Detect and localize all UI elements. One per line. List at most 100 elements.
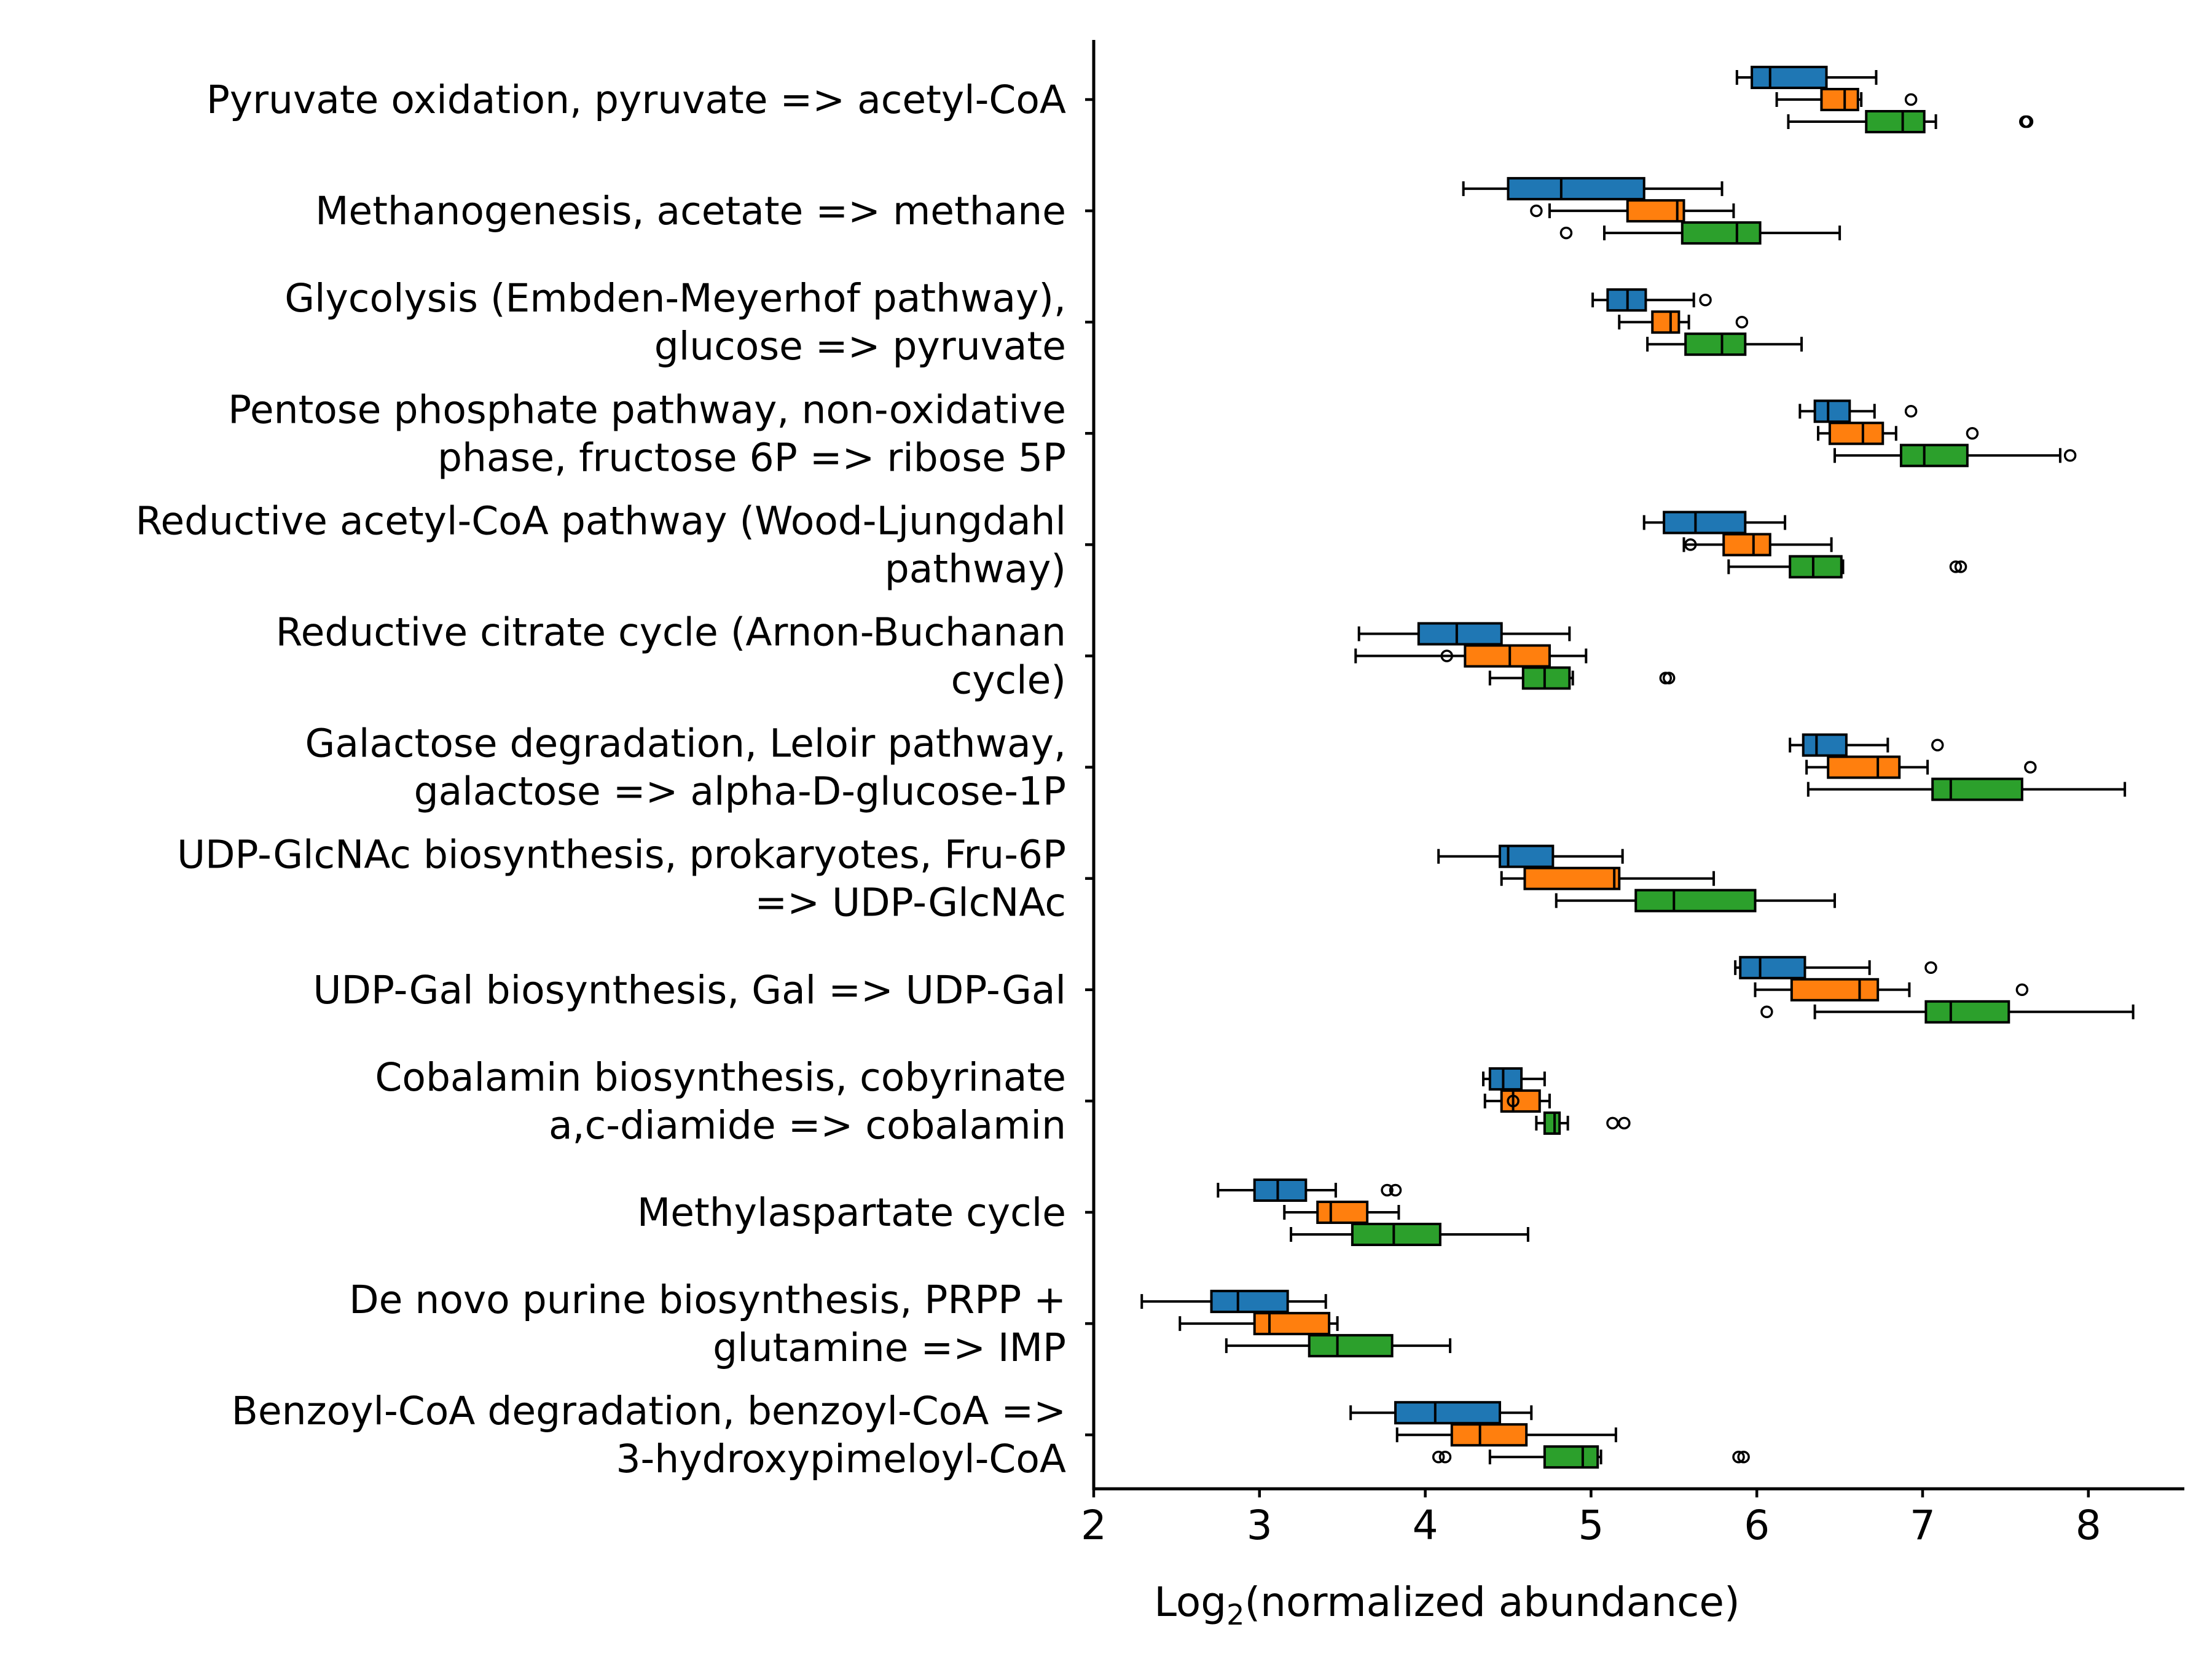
outlier-point bbox=[1381, 1183, 1394, 1197]
category-label-line: pathway) bbox=[885, 546, 1066, 591]
x-tick-label: 5 bbox=[1578, 1502, 1604, 1549]
box-series-2 bbox=[1530, 199, 1735, 223]
iqr-box bbox=[1253, 1312, 1331, 1336]
box-series-3 bbox=[1760, 1000, 2135, 1024]
box-series-1 bbox=[1349, 1401, 1533, 1425]
category-group bbox=[1349, 1401, 1750, 1469]
outlier-point bbox=[1440, 649, 1453, 662]
category-label: Pyruvate oxidation, pyruvate => acetyl-C… bbox=[206, 77, 1066, 122]
outlier-point bbox=[1662, 672, 1676, 684]
box-series-1 bbox=[1734, 955, 1937, 979]
category-group bbox=[1462, 177, 1841, 245]
category-label-line: Pentose phosphate pathway, non-oxidative bbox=[228, 387, 1066, 432]
category-label-line: Cobalamin biosynthesis, cobyrinate bbox=[375, 1055, 1066, 1100]
category-label-line: 3-hydroxypimeloyl-CoA bbox=[616, 1437, 1066, 1481]
category-group bbox=[1482, 1067, 1631, 1135]
outlier-point bbox=[1438, 1450, 1452, 1464]
box-series-2 bbox=[1805, 755, 2037, 779]
iqr-box bbox=[1828, 422, 1885, 445]
box-series-3 bbox=[1535, 1111, 1631, 1135]
box-series-2 bbox=[1179, 1312, 1339, 1336]
box-series-2 bbox=[1682, 533, 1833, 557]
box-series-1 bbox=[1735, 66, 1878, 89]
box-series-1 bbox=[1789, 733, 1944, 757]
iqr-box bbox=[1684, 332, 1747, 356]
x-tick-label: 2 bbox=[1081, 1502, 1107, 1549]
x-tick-label: 3 bbox=[1247, 1502, 1273, 1549]
outlier-point bbox=[2015, 983, 2029, 997]
boxes-layer bbox=[1140, 66, 2135, 1469]
category-label-line: phase, fructose 6P => ribose 5P bbox=[437, 435, 1066, 480]
iqr-box bbox=[1210, 1290, 1289, 1314]
outlier-point bbox=[1949, 560, 1963, 573]
category-group bbox=[1217, 1179, 1529, 1246]
x-tick-label: 8 bbox=[2076, 1502, 2101, 1549]
box-series-2 bbox=[1354, 644, 1588, 668]
category-label-line: De novo purine biosynthesis, PRPP + bbox=[349, 1277, 1066, 1322]
category-label-line: galactose => alpha-D-glucose-1P bbox=[414, 769, 1066, 814]
category-label: UDP-Gal biosynthesis, Gal => UDP-Gal bbox=[313, 968, 1066, 1013]
category-group bbox=[1642, 511, 1967, 579]
box-series-3 bbox=[1432, 1445, 1750, 1469]
box-series-1 bbox=[1642, 511, 1787, 535]
iqr-box bbox=[1751, 66, 1828, 89]
category-group bbox=[1734, 955, 2135, 1024]
box-series-2 bbox=[1817, 422, 1979, 445]
category-group bbox=[1354, 622, 1676, 690]
category-label-line: UDP-GlcNAc biosynthesis, prokaryotes, Fr… bbox=[177, 833, 1066, 877]
category-label-line: Benzoyl-CoA degradation, benzoyl-CoA => bbox=[232, 1389, 1066, 1433]
iqr-box bbox=[1521, 666, 1571, 690]
outlier-point bbox=[1735, 315, 1749, 329]
x-tick-label: 4 bbox=[1413, 1502, 1438, 1549]
iqr-box bbox=[1417, 622, 1503, 646]
category-label-line: glutamine => IMP bbox=[713, 1325, 1066, 1370]
box-series-3 bbox=[1290, 1223, 1529, 1246]
iqr-box bbox=[1523, 866, 1621, 890]
iqr-box bbox=[1626, 199, 1685, 223]
category-label-line: Glycolysis (Embden-Meyerhof pathway), bbox=[284, 276, 1066, 321]
box-series-1 bbox=[1462, 177, 1724, 201]
outlier-point bbox=[1684, 538, 1697, 551]
iqr-box bbox=[1739, 955, 1806, 979]
box-series-3 bbox=[1727, 555, 1967, 579]
outlier-point bbox=[2020, 115, 2034, 128]
outlier-point bbox=[2024, 761, 2037, 774]
axes-layer: 2 3 4 5 6 7 8 bbox=[1081, 40, 2184, 1549]
category-group bbox=[1789, 733, 2127, 801]
category-label-line: Pyruvate oxidation, pyruvate => acetyl-C… bbox=[206, 77, 1066, 122]
category-label-line: Reductive citrate cycle (Arnon-Buchanan bbox=[276, 610, 1066, 655]
outlier-point bbox=[1732, 1450, 1745, 1464]
outlier-point bbox=[1530, 204, 1543, 218]
category-label: Methanogenesis, acetate => methane bbox=[315, 189, 1066, 233]
outlier-point bbox=[1760, 1005, 1773, 1019]
category-label: Cobalamin biosynthesis, cobyrinate a,c-di… bbox=[375, 1055, 1066, 1148]
box-series-3 bbox=[1559, 221, 1841, 245]
category-label-line: => UDP-GlcNAc bbox=[755, 880, 1066, 925]
category-group bbox=[1735, 66, 2034, 133]
iqr-box bbox=[1931, 777, 2023, 801]
outlier-point bbox=[2063, 449, 2077, 462]
category-label: Reductive citrate cycle (Arnon-Buchanan c… bbox=[276, 610, 1066, 703]
box-series-1 bbox=[1357, 622, 1571, 646]
category-label-line: Reductive acetyl-CoA pathway (Wood-Ljung… bbox=[135, 498, 1066, 543]
box-series-1 bbox=[1798, 399, 1918, 423]
iqr-box bbox=[1663, 511, 1747, 535]
category-label-line: Galactose degradation, Leloir pathway, bbox=[305, 721, 1067, 766]
iqr-box bbox=[1351, 1223, 1441, 1246]
iqr-box bbox=[1450, 1423, 1528, 1447]
iqr-box bbox=[1681, 221, 1762, 245]
category-group bbox=[1437, 844, 1837, 912]
box-series-1 bbox=[1437, 844, 1624, 868]
category-label-line: Methanogenesis, acetate => methane bbox=[315, 189, 1066, 233]
box-series-3 bbox=[1646, 332, 1803, 356]
box-series-2 bbox=[1283, 1201, 1400, 1224]
category-label-line: cycle) bbox=[951, 658, 1066, 703]
box-series-1 bbox=[1140, 1290, 1327, 1314]
category-group bbox=[1798, 399, 2077, 468]
category-label: De novo purine biosynthesis, PRPP + gluta… bbox=[349, 1277, 1066, 1370]
box-series-2 bbox=[1483, 1089, 1551, 1113]
x-axis-title-subscript: 2 bbox=[1226, 1598, 1244, 1631]
iqr-box bbox=[1308, 1334, 1394, 1358]
box-series-2 bbox=[1500, 866, 1716, 890]
iqr-box bbox=[1634, 888, 1757, 912]
